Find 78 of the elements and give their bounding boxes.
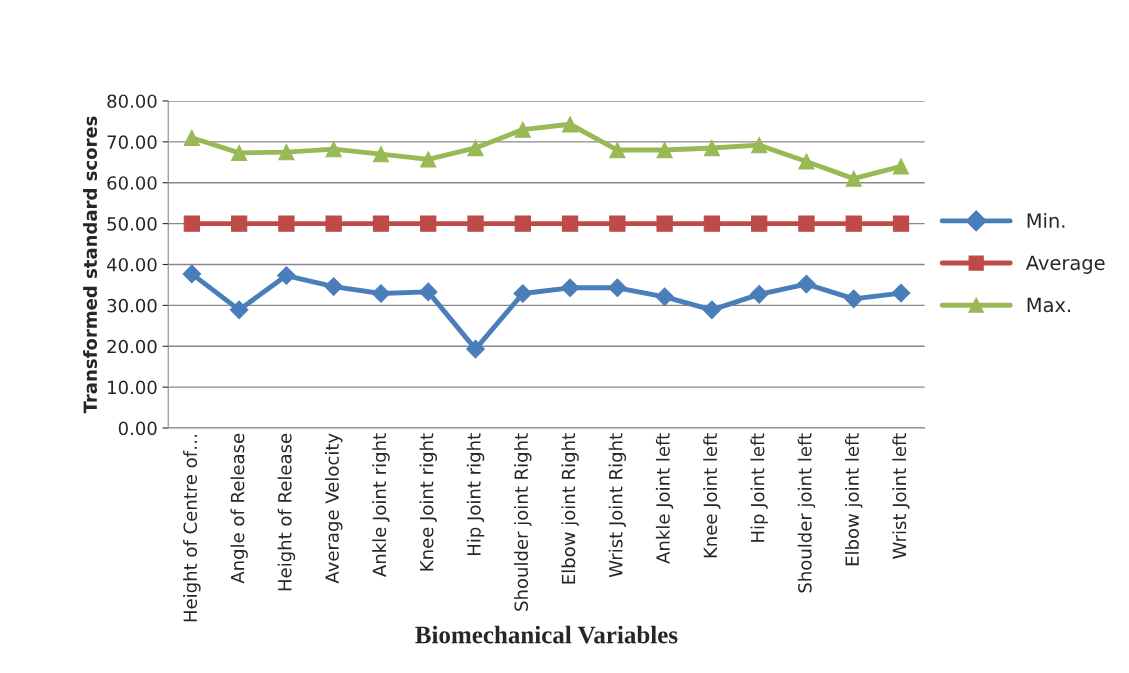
y-tick-label: 80.00 (107, 94, 157, 109)
point (372, 145, 390, 163)
x-tick-label: Height of Centre of… (183, 434, 201, 622)
legend-label: Max. (1027, 297, 1071, 313)
x-tick-label: Ankle Joint left (655, 433, 674, 564)
point (183, 215, 201, 232)
y-tick-label: 20.00 (107, 339, 157, 354)
y-tick-label: 10.00 (108, 380, 157, 395)
point (798, 215, 815, 232)
point (844, 289, 864, 309)
point (278, 143, 295, 161)
point (418, 282, 438, 302)
point (798, 153, 815, 170)
point (420, 151, 437, 168)
x-tick-label: Wrist Joint Right (608, 433, 627, 578)
point (845, 215, 862, 232)
point (229, 300, 249, 320)
point (607, 278, 627, 298)
point (751, 136, 768, 154)
point (230, 215, 248, 232)
point (182, 264, 202, 284)
x-axis-title: Biomechanical Variables (415, 625, 678, 644)
point (325, 141, 342, 158)
x-tick-label: Hip Joint left (750, 433, 768, 542)
x-tick-label: Ankle Joint right (372, 433, 390, 577)
point (892, 215, 910, 232)
point (420, 215, 437, 232)
point (183, 129, 201, 146)
x-tick-label: Height of Release (277, 433, 296, 591)
point (656, 141, 673, 159)
point (655, 287, 674, 307)
point (609, 141, 626, 159)
point (703, 215, 721, 232)
point (561, 116, 579, 133)
point (751, 215, 768, 232)
point (467, 139, 484, 157)
legend-label: Min. (1027, 212, 1065, 228)
x-tick-label: Elbow joint Right (561, 433, 579, 584)
point (561, 215, 579, 232)
point (891, 283, 911, 303)
y-tick-label: 30.00 (107, 298, 157, 313)
y-tick-label: 50.00 (107, 217, 157, 231)
point (560, 278, 580, 298)
x-tick-label: Elbow joint left (845, 433, 863, 566)
point (325, 215, 342, 232)
point (513, 284, 533, 303)
point (656, 215, 673, 232)
x-tick-label: Knee Joint right (419, 433, 437, 571)
x-tick-label: Wrist Joint left (892, 433, 910, 559)
point (372, 215, 390, 232)
point (324, 277, 344, 296)
point (467, 215, 484, 232)
point (797, 274, 816, 294)
point (466, 339, 485, 359)
point (278, 215, 295, 232)
y-tick-label: 70.00 (107, 135, 157, 149)
point (845, 170, 862, 187)
y-tick-label: 0.00 (118, 421, 157, 436)
point (702, 300, 722, 320)
point (609, 215, 626, 232)
y-axis-title: Transformed standard scores (83, 116, 98, 414)
y-tick-label: 40.00 (107, 257, 157, 272)
x-tick-label: Average Velocity (324, 433, 343, 584)
x-tick-label: Hip Joint right (466, 433, 485, 555)
point (230, 144, 248, 162)
point (703, 139, 721, 157)
x-tick-label: Knee Joint left (703, 433, 721, 558)
x-tick-label: Shoulder joint left (797, 433, 816, 593)
x-tick-label: Angle of Release (230, 433, 248, 584)
point (514, 121, 531, 138)
point (749, 284, 769, 304)
y-tick-label: 60.00 (107, 176, 157, 190)
point (892, 158, 910, 175)
point (371, 284, 391, 303)
point (514, 215, 531, 232)
legend-label: Average (1025, 255, 1105, 274)
x-tick-label: Shoulder joint Right (514, 433, 532, 611)
point (277, 266, 296, 285)
